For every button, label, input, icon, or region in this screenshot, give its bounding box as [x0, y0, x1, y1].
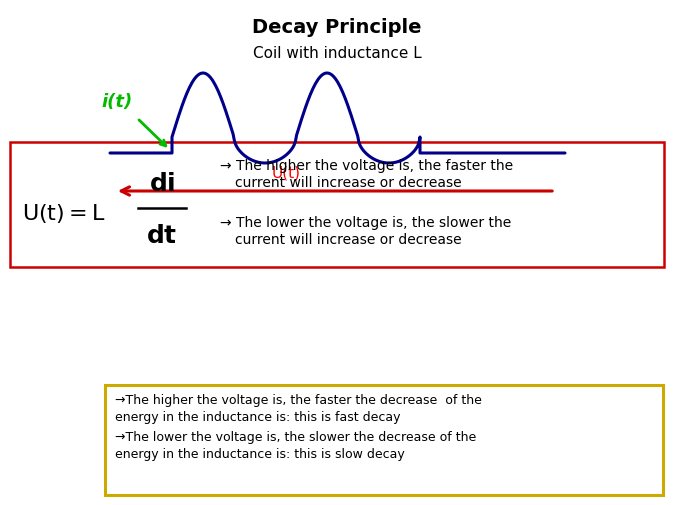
FancyBboxPatch shape — [105, 385, 663, 495]
Text: →The higher the voltage is, the faster the decrease  of the: →The higher the voltage is, the faster t… — [115, 394, 482, 407]
FancyBboxPatch shape — [10, 143, 664, 268]
Text: Decay Principle: Decay Principle — [252, 18, 422, 37]
Text: $\mathsf{U(t) = L}$: $\mathsf{U(t) = L}$ — [22, 202, 106, 225]
Text: current will increase or decrease: current will increase or decrease — [235, 232, 462, 246]
Text: → The lower the voltage is, the slower the: → The lower the voltage is, the slower t… — [220, 216, 512, 230]
Text: $\mathbf{di}$: $\mathbf{di}$ — [149, 172, 175, 195]
Text: i(t): i(t) — [101, 93, 133, 111]
Text: →The lower the voltage is, the slower the decrease of the: →The lower the voltage is, the slower th… — [115, 431, 477, 443]
Text: $\mathbf{dt}$: $\mathbf{dt}$ — [146, 224, 178, 247]
Text: energy in the inductance is: this is fast decay: energy in the inductance is: this is fas… — [115, 411, 400, 424]
Text: U(t): U(t) — [272, 166, 301, 181]
Text: energy in the inductance is: this is slow decay: energy in the inductance is: this is slo… — [115, 447, 405, 461]
Text: Coil with inductance L: Coil with inductance L — [253, 46, 421, 61]
Text: → The higher the voltage is, the faster the: → The higher the voltage is, the faster … — [220, 159, 513, 173]
Text: current will increase or decrease: current will increase or decrease — [235, 176, 462, 189]
